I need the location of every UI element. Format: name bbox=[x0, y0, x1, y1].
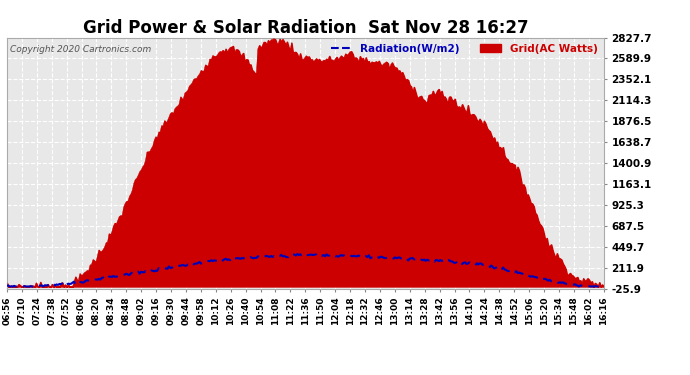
Text: Copyright 2020 Cartronics.com: Copyright 2020 Cartronics.com bbox=[10, 45, 151, 54]
Title: Grid Power & Solar Radiation  Sat Nov 28 16:27: Grid Power & Solar Radiation Sat Nov 28 … bbox=[83, 20, 528, 38]
Legend: Radiation(W/m2), Grid(AC Watts): Radiation(W/m2), Grid(AC Watts) bbox=[327, 40, 602, 58]
